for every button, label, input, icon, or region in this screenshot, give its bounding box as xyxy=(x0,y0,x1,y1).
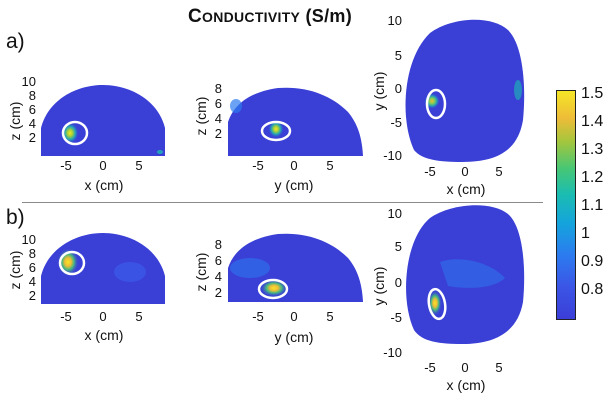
b-xz-ytick-2: 2 xyxy=(29,288,36,303)
b-yz-ytick-4: 4 xyxy=(215,269,222,284)
row-label-a: a) xyxy=(6,30,25,53)
a-xz-speck xyxy=(157,150,163,154)
a-xz-annotation-ellipse xyxy=(61,120,89,146)
a-yz-ytick-6: 6 xyxy=(215,96,222,111)
a-xy-ytick-0: 0 xyxy=(395,81,402,96)
a-xz-ytick-6: 6 xyxy=(29,102,36,117)
a-yz-ytick-4: 4 xyxy=(215,111,222,126)
a-yz-annotation-ellipse xyxy=(260,120,292,142)
b-xz-xtick-neg5: -5 xyxy=(60,309,72,324)
b-xy-xtick-5: 5 xyxy=(495,360,502,375)
b-xz-ytick-6: 6 xyxy=(29,260,36,275)
b-xy-ylabel: y (cm) xyxy=(371,267,387,306)
a-yz-ylabel: z (cm) xyxy=(193,97,209,136)
colorbar xyxy=(556,90,576,320)
b-xy-xlabel: x (cm) xyxy=(447,377,486,393)
a-xz-ytick-8: 8 xyxy=(29,88,36,103)
a-yz-xlabel: y (cm) xyxy=(275,177,314,193)
b-yz-xtick-5: 5 xyxy=(326,309,333,324)
b-yz-xtick-neg5: -5 xyxy=(252,309,264,324)
a-xy-xlabel: x (cm) xyxy=(447,181,486,197)
colorbar-tick-1-1: 1.1 xyxy=(581,197,604,214)
a-xz-ytick-4: 4 xyxy=(29,116,36,131)
a-xy-ytick-5: 5 xyxy=(395,48,402,63)
row-divider xyxy=(22,202,543,203)
a-xz-xtick-5: 5 xyxy=(135,158,142,173)
a-xz-ylabel: z (cm) xyxy=(7,102,23,141)
colorbar-tick-1-4: 1.4 xyxy=(581,113,604,130)
a-xz-ytick-10: 10 xyxy=(22,74,36,89)
a-yz-region xyxy=(228,87,363,156)
a-yz-edge-patch xyxy=(230,99,242,113)
a-xy-ytick-neg10: -10 xyxy=(383,148,402,163)
a-yz-xtick-5: 5 xyxy=(326,158,333,173)
colorbar-tick-1-3: 1.3 xyxy=(581,141,604,158)
b-yz-ylabel: z (cm) xyxy=(193,253,209,292)
b-yz-annotation-ellipse xyxy=(257,278,289,300)
b-xz-annotation-ellipse xyxy=(58,250,86,276)
a-xy-edge-patch xyxy=(514,80,522,100)
a-yz-ytick-8: 8 xyxy=(215,81,222,96)
b-xy-ytick-neg5: -5 xyxy=(390,310,402,325)
b-xy-xtick-neg5: -5 xyxy=(424,360,436,375)
a-xz-ytick-2: 2 xyxy=(29,130,36,145)
row-label-b: b) xyxy=(6,206,25,229)
b-yz-ytick-6: 6 xyxy=(215,253,222,268)
a-xy-xtick-5: 5 xyxy=(495,164,502,179)
b-xy-ytick-5: 5 xyxy=(395,239,402,254)
b-xy-annotation-ellipse xyxy=(427,287,447,321)
b-xz-xtick-5: 5 xyxy=(135,309,142,324)
figure-title: CONDUCTIVITY (S/m) xyxy=(160,6,380,28)
a-xy-ylabel: y (cm) xyxy=(371,72,387,111)
b-xy-ytick-10: 10 xyxy=(388,206,402,221)
figure-title-smallcaps: ONDUCTIVITY xyxy=(202,9,301,25)
a-yz-xtick-0: 0 xyxy=(290,158,297,173)
a-xy-xtick-neg5: -5 xyxy=(424,164,436,179)
b-yz-xlabel: y (cm) xyxy=(275,329,314,345)
colorbar-tick-1: 1 xyxy=(581,225,590,242)
b-xy-hotspot xyxy=(428,290,442,316)
b-xy-soft-patch xyxy=(440,259,505,288)
colorbar-tick-0-9: 0.9 xyxy=(581,253,604,270)
a-xz-xtick-neg5: -5 xyxy=(60,158,72,173)
colorbar-tick-0-8: 0.8 xyxy=(581,281,604,298)
b-xz-xtick-0: 0 xyxy=(99,309,106,324)
a-yz-xtick-neg5: -5 xyxy=(252,158,264,173)
a-xy-ytick-neg5: -5 xyxy=(390,115,402,130)
colorbar-tick-1-5: 1.5 xyxy=(581,85,604,102)
b-yz-xtick-0: 0 xyxy=(290,309,297,324)
figure-title-initial: C xyxy=(187,6,202,27)
b-yz-ytick-2: 2 xyxy=(215,285,222,300)
a-yz-hotspot xyxy=(268,120,284,138)
a-xy-xtick-0: 0 xyxy=(461,164,468,179)
a-xy-region xyxy=(405,19,525,163)
b-xz-xlabel: x (cm) xyxy=(85,327,124,343)
b-xz-soft-patch xyxy=(114,262,146,282)
b-xz-ytick-4: 4 xyxy=(29,274,36,289)
a-yz-ytick-2: 2 xyxy=(215,126,222,141)
b-yz-hotspot xyxy=(260,279,288,297)
b-xy-xtick-0: 0 xyxy=(461,360,468,375)
a-xy-ytick-10: 10 xyxy=(388,13,402,28)
a-xz-xtick-0: 0 xyxy=(99,158,106,173)
figure-title-units: (S/m) xyxy=(300,6,353,26)
b-yz-ytick-8: 8 xyxy=(215,237,222,252)
a-xz-xlabel: x (cm) xyxy=(85,177,124,193)
b-xy-ytick-neg10: -10 xyxy=(383,345,402,360)
b-xz-ytick-8: 8 xyxy=(29,246,36,261)
b-xz-ylabel: z (cm) xyxy=(7,251,23,290)
b-yz-soft-patch xyxy=(230,258,270,278)
b-xz-ytick-10: 10 xyxy=(22,232,36,247)
b-xy-ytick-0: 0 xyxy=(395,275,402,290)
a-xy-annotation-ellipse xyxy=(425,88,447,120)
colorbar-tick-1-2: 1.2 xyxy=(581,169,604,186)
